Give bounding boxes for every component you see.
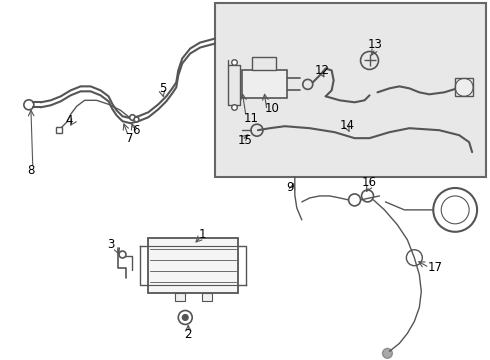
Text: 14: 14: [340, 119, 355, 132]
Bar: [175, 293, 185, 301]
Bar: [202, 293, 212, 301]
Text: 8: 8: [27, 163, 34, 176]
Text: 16: 16: [362, 176, 377, 189]
Bar: [455, 78, 473, 96]
Text: 6: 6: [132, 124, 140, 137]
Circle shape: [182, 315, 188, 320]
Text: 11: 11: [244, 112, 259, 125]
Text: 3: 3: [107, 238, 114, 251]
Text: 4: 4: [65, 114, 73, 127]
Text: 10: 10: [265, 102, 280, 115]
Text: 7: 7: [126, 132, 134, 145]
Text: 13: 13: [368, 38, 383, 51]
Text: 1: 1: [198, 228, 206, 241]
Text: 17: 17: [427, 261, 442, 274]
Text: 15: 15: [238, 134, 253, 147]
Text: 9: 9: [286, 181, 294, 194]
Bar: [215, 3, 486, 177]
Bar: [242, 71, 287, 98]
Text: 12: 12: [314, 64, 329, 77]
Circle shape: [383, 348, 392, 358]
Text: 2: 2: [184, 328, 192, 341]
Text: 5: 5: [159, 82, 166, 95]
Bar: [252, 58, 276, 71]
Bar: [148, 238, 238, 293]
